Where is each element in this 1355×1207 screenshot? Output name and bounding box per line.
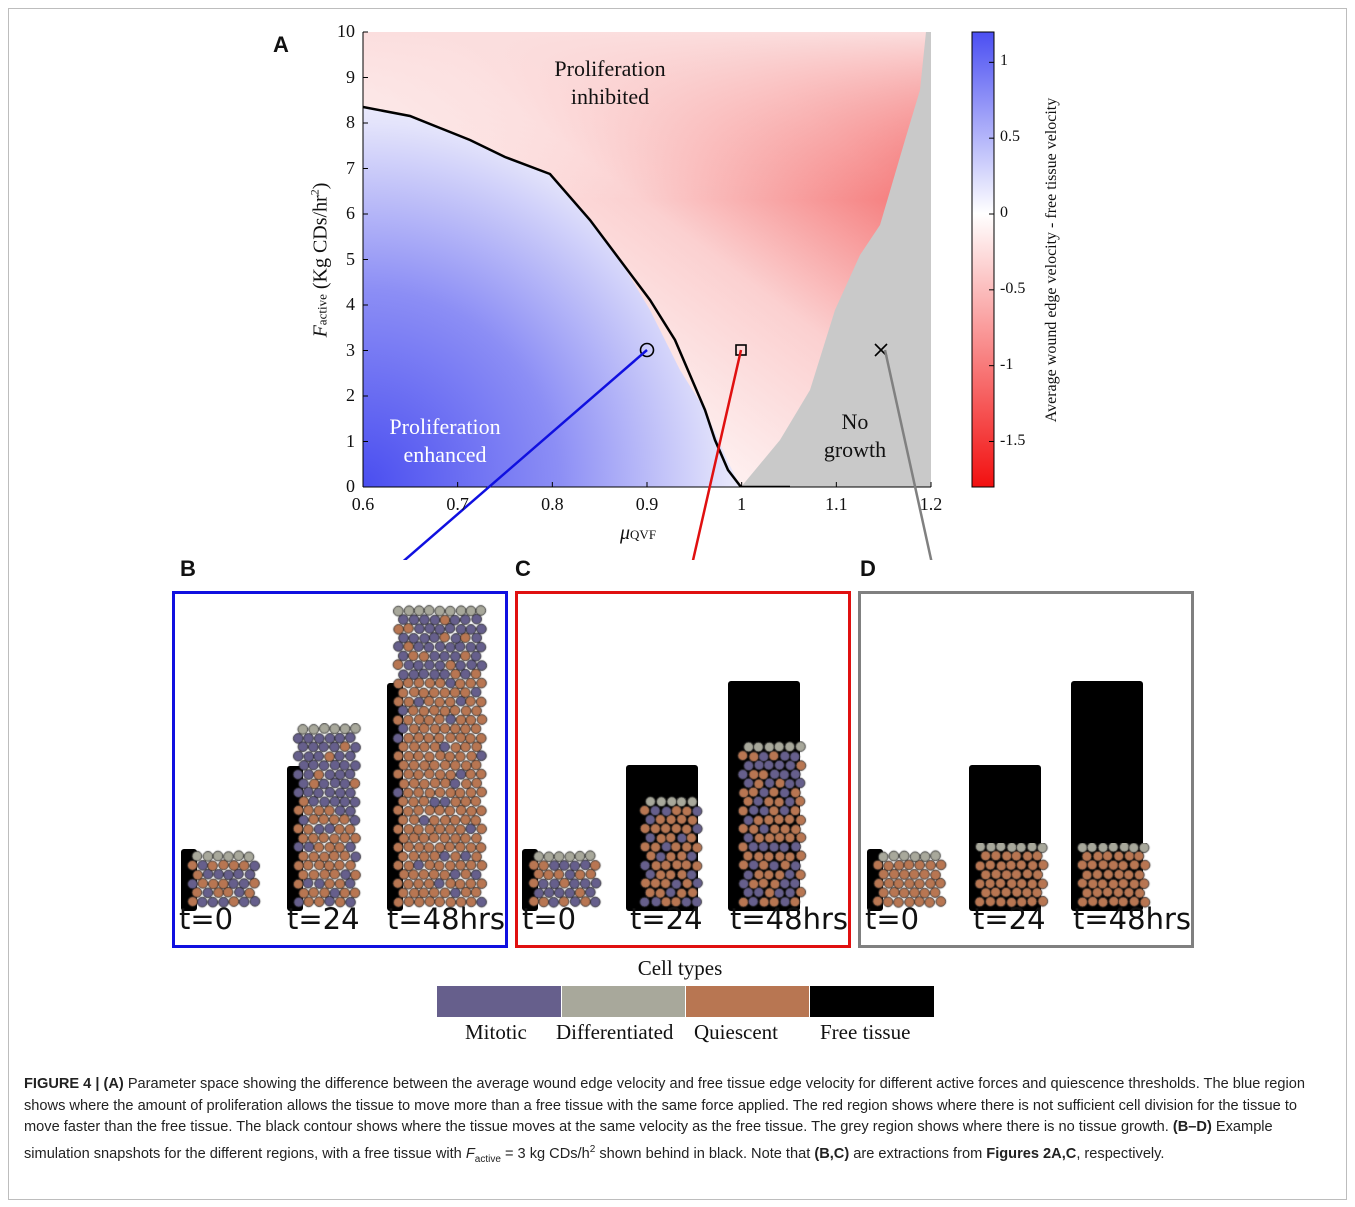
caption-factive: F — [465, 1145, 475, 1162]
y-tick-label: 1 — [346, 430, 355, 451]
y-axis-label: Factive (Kg CDs/hr2) — [307, 182, 332, 338]
legend-swatch-free-tissue — [809, 986, 934, 1017]
panel-label-a: A — [273, 32, 289, 57]
time-label: t=48hrs — [1073, 902, 1191, 936]
tissue-snapshot-t48 — [391, 603, 489, 911]
legend-title: Cell types — [637, 956, 723, 980]
tissue-snapshot-t0 — [871, 845, 949, 911]
y-tick-marks — [363, 31, 368, 488]
y-tick-label: 10 — [337, 21, 355, 41]
time-label: t=24 — [287, 902, 360, 936]
legend-label-mitotic: Mitotic — [465, 1020, 527, 1044]
y-tick-label: 9 — [346, 66, 355, 87]
legend-label-free-tissue: Free tissue — [820, 1020, 911, 1044]
x-tick-label: 0.6 — [351, 494, 375, 514]
x-axis-label: μQVF — [620, 522, 657, 544]
x-tick-label: 0.7 — [446, 494, 469, 514]
tissue-snapshot-t0 — [526, 845, 604, 911]
tissue-snapshot-t24 — [291, 723, 367, 911]
figure-caption: FIGURE 4 | (A) Parameter space showing t… — [24, 1076, 1305, 1165]
time-label: t=24 — [973, 902, 1046, 936]
colorbar-ticks — [989, 61, 994, 442]
y-tick-label: 6 — [346, 203, 355, 223]
caption-text-4: shown behind in black. Note that — [599, 1145, 811, 1162]
x-tick-marks — [362, 482, 932, 487]
legend-swatch-mitotic — [437, 986, 561, 1017]
equal-velocity-contour — [363, 105, 790, 487]
caption-figure-label: FIGURE 4 | (A) — [24, 1076, 124, 1092]
y-tick-label: 7 — [346, 157, 355, 178]
y-tick-label: 2 — [346, 385, 355, 405]
colorbar-tick-label: 0.5 — [1000, 128, 1020, 146]
caption-bc-label: (B,C) — [814, 1145, 850, 1162]
x-tick-label: 1 — [737, 494, 747, 514]
tissue-snapshot-t0 — [185, 845, 263, 911]
panel-label-b: B — [180, 556, 196, 581]
y-tick-label: 3 — [346, 339, 355, 360]
time-label: t=48hrs — [387, 902, 505, 936]
time-label: t=24 — [630, 902, 703, 936]
connector-b — [402, 349, 648, 560]
y-tick-label: 4 — [346, 294, 355, 314]
x-tick-label: 1.2 — [919, 494, 943, 514]
connector-c — [691, 349, 743, 560]
legend-label-differentiated: Differentiated — [556, 1020, 674, 1044]
legend-swatch-differentiated — [561, 986, 686, 1017]
tissue-snapshot-t48 — [1075, 843, 1153, 911]
region-label-enhanced: Proliferation enhanced — [389, 414, 501, 467]
y-tick-label: 5 — [346, 248, 355, 269]
time-label: t=48hrs — [730, 902, 848, 936]
caption-text-1: Parameter space showing the difference b… — [24, 1076, 1305, 1135]
time-label: t=0 — [179, 902, 234, 936]
figure-frame — [8, 8, 1347, 1200]
legend-swatch-quiescent — [685, 986, 810, 1017]
tissue-snapshot-t48 — [736, 741, 808, 911]
x-tick-label: 0.8 — [541, 494, 564, 514]
nogrowth-region — [741, 32, 931, 487]
caption-text-5: are extractions from — [853, 1145, 983, 1162]
heatmap-plot — [362, 31, 995, 560]
enhanced-region — [363, 107, 741, 487]
caption-text-2: Example simulation snapshots for the dif… — [24, 1119, 1273, 1162]
snapshot-panel-d: t=0 t=24 t=48hrs — [858, 591, 1194, 948]
region-label-nogrowth: No growth — [823, 409, 887, 462]
time-label: t=0 — [522, 902, 577, 936]
time-label: t=0 — [865, 902, 920, 936]
panel-label-d: D — [860, 556, 876, 581]
y-tick-label: 8 — [346, 112, 355, 132]
connector-d — [883, 349, 933, 560]
colorbar-tick-label: -0.5 — [1000, 279, 1026, 297]
colorbar-label: Average wound edge velocity - free tissu… — [1043, 97, 1060, 423]
tissue-snapshot-t24 — [973, 843, 1051, 911]
tissue-snapshot-t24 — [638, 793, 706, 911]
region-label-inhibited: Proliferation inhibited — [554, 56, 666, 109]
marker-circle — [639, 342, 655, 358]
y-tick-label: 0 — [346, 476, 355, 496]
snapshot-panel-b: t=0 t=24 t=48hrs — [172, 591, 508, 948]
caption-text-6: , respectively. — [1076, 1145, 1165, 1162]
colorbar — [971, 31, 995, 488]
x-tick-label: 0.9 — [635, 494, 659, 514]
legend-label-quiescent: Quiescent — [694, 1020, 778, 1044]
colorbar-tick-label: -1 — [1000, 355, 1014, 373]
panel-label-c: C — [515, 556, 531, 581]
caption-figure-ref[interactable]: Figures 2A,C — [986, 1145, 1077, 1162]
colorbar-tick-label: -1.5 — [1000, 431, 1026, 449]
snapshot-panel-c: t=0 t=24 t=48hrs — [515, 591, 851, 948]
colorbar-tick-label: 0 — [1000, 204, 1008, 221]
caption-text-3: = 3 kg CDs/h — [504, 1145, 590, 1162]
colorbar-tick-label: 1 — [1000, 52, 1008, 70]
caption-bd-label: (B–D) — [1172, 1119, 1212, 1135]
x-tick-label: 1.1 — [825, 494, 848, 514]
